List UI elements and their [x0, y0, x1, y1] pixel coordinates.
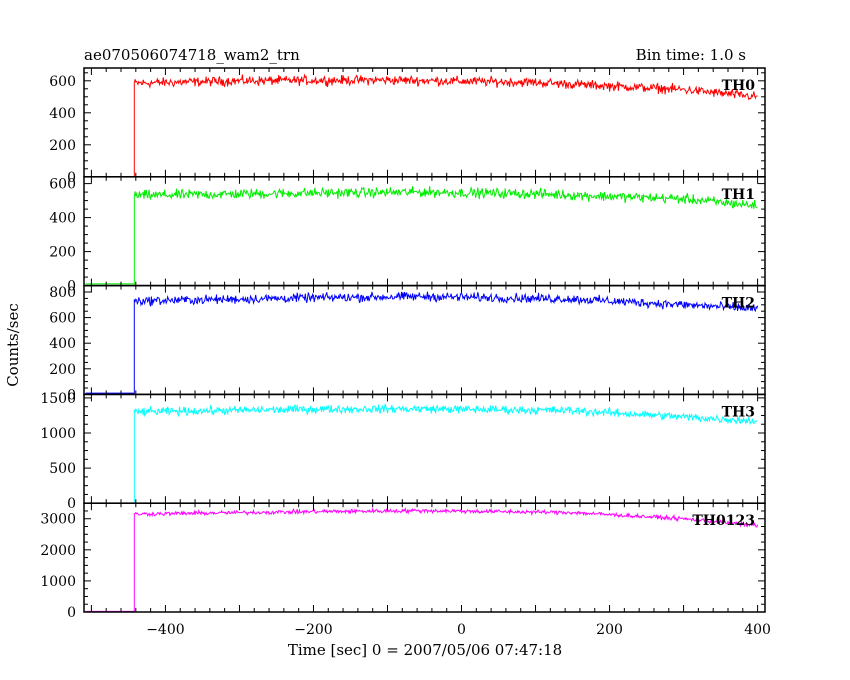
y-tick-label: 0	[67, 387, 76, 403]
y-tick-label: 3000	[40, 512, 76, 528]
series-line-th3	[85, 403, 758, 504]
series-line-th0123	[85, 506, 759, 612]
panel-frame	[83, 502, 766, 613]
y-tick-label: 500	[49, 461, 76, 477]
y-tick-label: 400	[49, 336, 76, 352]
y-tick-label: 0	[67, 170, 76, 186]
x-tick-label: 400	[744, 622, 771, 638]
y-tick-label: 1000	[40, 574, 76, 590]
y-tick-label: 400	[49, 106, 76, 122]
series-label-th0: TH0	[722, 78, 756, 94]
series-label-th1: TH1	[722, 187, 755, 203]
y-tick-label: 600	[49, 177, 76, 193]
panels-group: 0 200 400 600 TH0 0 200 400 600 TH1 0 200 400 600 800 T…	[40, 67, 771, 638]
y-axis-title: Counts/sec	[4, 303, 22, 387]
y-tick-label: 1500	[40, 391, 76, 407]
panel-th0: 0 200 400 600 TH0	[49, 67, 766, 186]
y-tick-label: 0	[67, 496, 76, 512]
y-tick-label: 800	[49, 285, 76, 301]
x-tick-label: −400	[146, 622, 184, 638]
y-tick-label: 1000	[40, 426, 76, 442]
series-line-th0	[85, 73, 758, 178]
y-tick-label: 200	[49, 138, 76, 154]
bin-time-label: Bin time: 1.0 s	[636, 46, 746, 64]
panel-th3: 0 500 1000 1500 TH3	[40, 391, 766, 512]
series-label-th0123: TH0123	[692, 513, 755, 529]
y-tick-label: 400	[49, 211, 76, 227]
panel-th0123: 0 1000 2000 3000 TH0123	[40, 502, 766, 621]
x-tick-label: 0	[457, 622, 466, 638]
x-tick-label: 200	[596, 622, 623, 638]
y-tick-label: 600	[49, 311, 76, 327]
y-tick-label: 0	[67, 605, 76, 621]
series-line-th1	[85, 185, 758, 285]
chart-title: ae070506074718_wam2_trn	[84, 46, 300, 64]
y-tick-label: 2000	[40, 543, 76, 559]
y-tick-label: 0	[67, 279, 76, 295]
y-tick-label: 200	[49, 362, 76, 378]
series-line-th2	[85, 291, 759, 394]
panel-th1: 0 200 400 600 TH1	[49, 176, 766, 295]
x-tick-label: −200	[294, 622, 332, 638]
panel-th2: 0 200 400 600 800 TH2	[49, 284, 766, 403]
y-tick-label: 200	[49, 245, 76, 261]
series-label-th3: TH3	[722, 404, 755, 420]
x-axis-title: Time [sec] 0 = 2007/05/06 07:47:18	[288, 641, 562, 659]
series-label-th2: TH2	[722, 296, 755, 312]
y-tick-label: 600	[49, 74, 76, 90]
